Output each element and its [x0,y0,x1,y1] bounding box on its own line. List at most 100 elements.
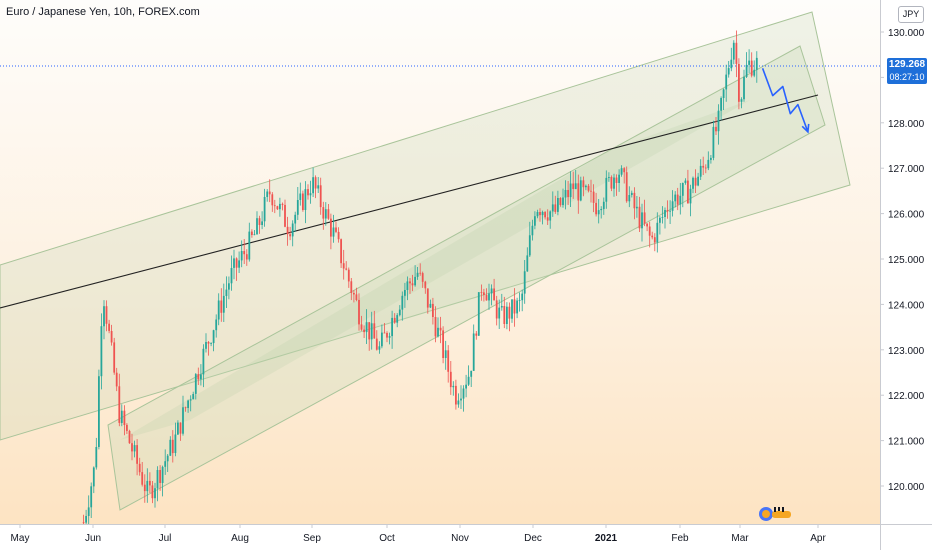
candle-body [118,386,121,423]
candle-body [159,470,161,483]
candle-body [590,190,592,192]
candle-body [279,203,281,210]
candle-body [755,57,758,70]
candle-body [207,342,210,344]
candle-body [516,300,518,314]
candle-body [513,299,516,314]
candle-body [307,189,309,196]
candle-body [253,234,256,236]
candle-body [738,64,740,102]
candle-body [261,221,263,225]
candle-body [177,422,179,435]
candle-body [365,322,368,333]
candle-body [179,422,182,434]
candle-body [123,410,126,425]
candle-body [210,343,212,344]
x-tick-label: Feb [671,533,689,544]
candle-body [661,217,664,218]
candle-body [534,216,536,226]
candle-body [697,176,699,186]
candle-body [187,400,189,408]
tradingview-logo-icon [759,507,791,521]
candle-body [189,399,192,401]
candle-body [523,271,526,294]
x-tick-label: Mar [731,533,749,544]
candle-body [409,281,411,284]
candle-body [720,98,722,111]
candle-body [268,191,271,195]
trendline [0,94,819,309]
candle-body [87,507,90,516]
candle-body [511,299,513,319]
candle-body [554,204,557,212]
candle-body [398,309,401,316]
candle-body [120,410,123,423]
candle-body [355,294,358,300]
candle-body [480,292,483,293]
candle-body [732,42,735,60]
candle-body [689,188,692,204]
candle-body [90,486,93,508]
candle-body [702,165,705,168]
candle-body [671,201,674,211]
candle-body [528,235,531,256]
candle-body [699,165,702,177]
candle-body [472,333,475,371]
candle-body [687,180,689,204]
candle-body [312,177,314,194]
candle-body [171,439,174,454]
candle-body [429,303,432,308]
candle-body [296,200,299,215]
candle-body [230,268,233,284]
candle-body [587,185,590,191]
candle-body [217,300,220,320]
candle-body [457,400,460,405]
candle-body [222,295,225,313]
candle-body [103,306,105,327]
candle-body [600,209,603,211]
candle-body [460,398,462,401]
projection-path [761,68,809,133]
candle-body [636,206,638,209]
candle-body [197,374,200,380]
currency-button[interactable]: JPY [898,6,924,23]
candle-body [659,217,661,223]
candle-body [488,293,490,301]
candle-body [498,307,501,319]
candle-body [574,183,577,190]
candle-body [439,327,442,331]
candle-body [684,180,687,183]
candle-body [753,69,756,76]
candle-body [559,198,562,205]
candle-body [143,484,146,492]
x-tick-label: May [11,533,30,544]
candle-body [579,180,582,201]
candle-body [495,300,498,319]
candle-body [105,306,108,324]
candle-body [381,332,383,347]
candle-body [309,193,312,196]
candle-body [442,330,444,358]
y-tick-label: 126.000 [888,210,925,221]
inner-channel [107,45,826,511]
candle-body [100,326,103,377]
candle-body [184,407,187,409]
last-price-label: 129.268 [888,59,926,70]
candle-body [704,167,707,169]
candle-body [656,222,659,243]
candle-body [133,445,136,452]
y-tick-label: 127.000 [888,164,925,175]
candle-body [373,323,376,339]
candle-body [383,332,386,334]
candle-body [340,239,342,264]
candle-body [314,177,317,189]
candle-body [727,68,730,75]
candle-body [388,336,391,338]
candle-body [676,194,679,205]
candle-body [681,183,684,196]
candle-body [745,64,748,77]
candle-body [750,60,753,76]
candle-body [212,330,215,344]
